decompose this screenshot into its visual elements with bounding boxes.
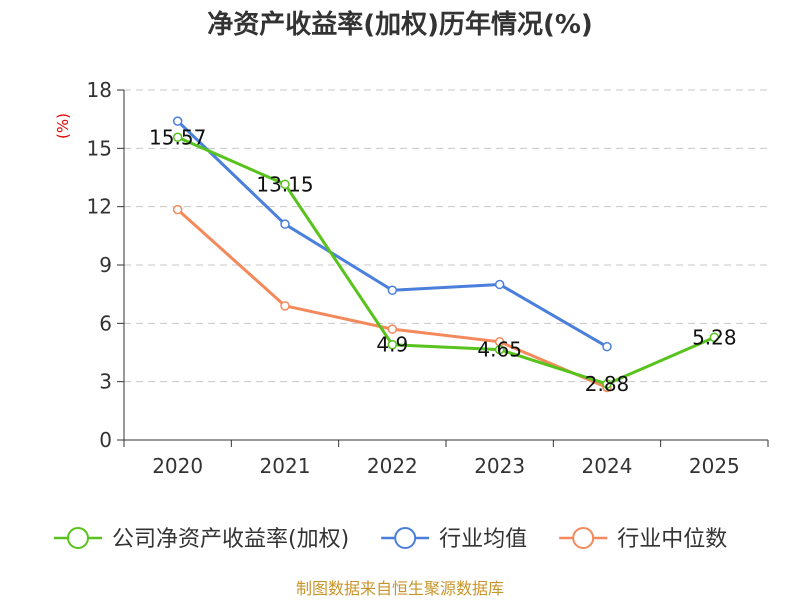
x-tick-label: 2023: [474, 454, 525, 478]
y-tick-label: 18: [87, 78, 112, 102]
legend-label[interactable]: 公司净资产收益率(加权): [112, 527, 349, 552]
data-point[interactable]: [280, 301, 290, 311]
legend-marker[interactable]: [572, 527, 595, 549]
data-point[interactable]: [387, 339, 398, 350]
y-tick-label: 15: [87, 136, 112, 160]
legend-label[interactable]: 行业中位数: [617, 527, 727, 552]
data-point[interactable]: [280, 179, 290, 190]
y-tick-label: 9: [99, 253, 112, 277]
series-line: [176, 120, 608, 348]
data-point[interactable]: [172, 116, 183, 126]
x-tick-label: 2024: [582, 454, 633, 478]
data-source-note: 制图数据来自恒生聚源数据库: [296, 579, 504, 598]
data-point[interactable]: [494, 344, 505, 355]
data-label: 15.57: [149, 125, 206, 149]
y-tick-label: 3: [99, 370, 112, 394]
y-tick-label: 0: [99, 428, 112, 452]
data-point[interactable]: [709, 332, 720, 343]
x-tick-label: 2020: [152, 454, 203, 478]
legend-marker[interactable]: [67, 527, 89, 549]
data-point[interactable]: [387, 285, 398, 296]
data-point[interactable]: [172, 132, 183, 142]
data-label: 4.9: [376, 333, 408, 357]
series-line: [176, 208, 608, 389]
data-point[interactable]: [494, 279, 505, 290]
data-label: 2.88: [585, 372, 630, 396]
data-label: 5.28: [692, 325, 737, 349]
data-label: 4.65: [477, 338, 522, 362]
chart-title: 净资产收益率(加权)历年情况(%): [207, 9, 593, 40]
x-tick-label: 2021: [260, 454, 311, 478]
series-line: [177, 135, 715, 386]
y-tick-label: 12: [87, 195, 112, 219]
y-tick-label: 6: [99, 311, 112, 335]
data-point[interactable]: [280, 219, 290, 229]
x-tick-label: 2022: [367, 454, 418, 478]
data-point[interactable]: [387, 324, 398, 334]
data-label: 13.15: [256, 172, 313, 196]
data-point[interactable]: [172, 204, 183, 215]
legend-marker[interactable]: [394, 527, 417, 549]
x-tick-label: 2025: [689, 454, 740, 478]
legend-label[interactable]: 行业均值: [439, 527, 527, 552]
data-point[interactable]: [602, 379, 612, 389]
data-point[interactable]: [602, 341, 612, 352]
y-axis-unit-label: (%): [54, 113, 72, 139]
